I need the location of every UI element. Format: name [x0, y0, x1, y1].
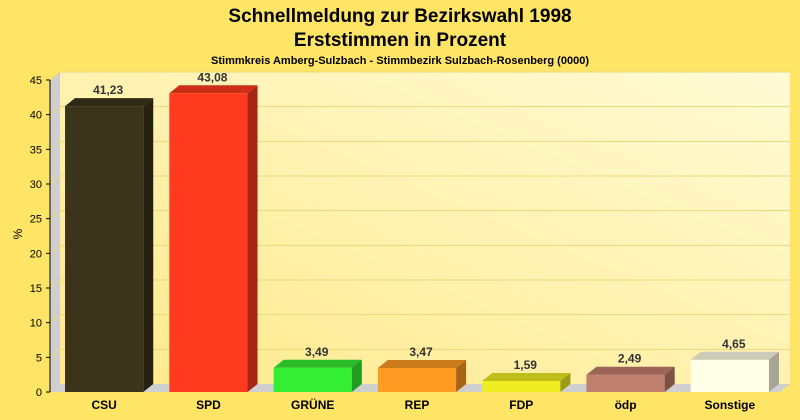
x-tick-label: FDP — [509, 398, 533, 412]
bar — [690, 359, 769, 392]
bar — [65, 106, 144, 392]
grid-line — [49, 348, 61, 358]
bar-side — [560, 372, 571, 392]
bar-top — [482, 372, 571, 381]
y-tick-label: 10 — [30, 318, 42, 330]
y-tick-label: 35 — [30, 144, 42, 156]
chart-caption: Stimmkreis Amberg-Sulzbach - Stimmbezirk… — [211, 55, 589, 67]
y-tick-label: 20 — [30, 248, 42, 260]
bar-side — [247, 85, 258, 392]
grid-line — [49, 314, 61, 324]
data-label: 3,49 — [305, 345, 329, 359]
plot-side-wall — [50, 72, 60, 392]
y-tick-label: 15 — [30, 283, 42, 295]
bar — [377, 367, 457, 392]
grid-line — [49, 244, 61, 254]
grid-line — [49, 279, 61, 289]
y-tick-label: 40 — [30, 110, 42, 122]
y-axis-label: % — [11, 228, 25, 239]
bar-top — [65, 98, 154, 107]
grid-line — [49, 210, 61, 220]
y-tick-label: 0 — [36, 387, 42, 399]
data-label: 43,08 — [197, 70, 227, 84]
y-tick-label: 5 — [36, 352, 42, 364]
grid-line — [49, 140, 61, 150]
bar-side — [768, 351, 779, 392]
bar-top — [273, 359, 362, 368]
chart-title: Schnellmeldung zur Bezirkswahl 1998 — [228, 6, 571, 27]
y-tick-label: 25 — [30, 214, 42, 226]
bar — [586, 374, 665, 392]
data-label: 3,47 — [409, 345, 433, 359]
bar-side — [664, 366, 675, 392]
x-tick-label: CSU — [91, 398, 116, 412]
bar-side — [143, 98, 154, 392]
grid-line — [49, 175, 61, 185]
bar — [482, 380, 561, 392]
bar-top — [377, 359, 467, 368]
bar-side — [456, 359, 467, 392]
y-tick-label: 30 — [30, 179, 42, 191]
data-label: 1,59 — [514, 358, 538, 372]
bar — [169, 93, 248, 392]
chart-subtitle: Erststimmen in Prozent — [294, 30, 507, 51]
bar-top — [586, 366, 675, 375]
y-tick-label: 45 — [30, 75, 42, 87]
data-label: 41,23 — [93, 83, 123, 97]
x-tick-label: SPD — [196, 398, 221, 412]
x-tick-label: ödp — [615, 398, 637, 412]
data-label: 2,49 — [618, 352, 642, 366]
x-tick-label: REP — [405, 398, 430, 412]
plot-area: 0 5 10 15 20 25 30 35 40 45 41,23 CSU 43,08 SPD 3,49 GR… — [30, 70, 790, 412]
x-tick-label: Sonstige — [705, 398, 756, 412]
grid-line — [49, 106, 61, 116]
bar-top — [169, 85, 258, 94]
x-tick-label: GRÜNE — [291, 397, 334, 412]
data-label: 4,65 — [722, 337, 746, 351]
bar-top — [690, 351, 779, 360]
bar-side — [351, 359, 362, 392]
grid-line — [49, 71, 61, 81]
bar — [273, 367, 352, 392]
